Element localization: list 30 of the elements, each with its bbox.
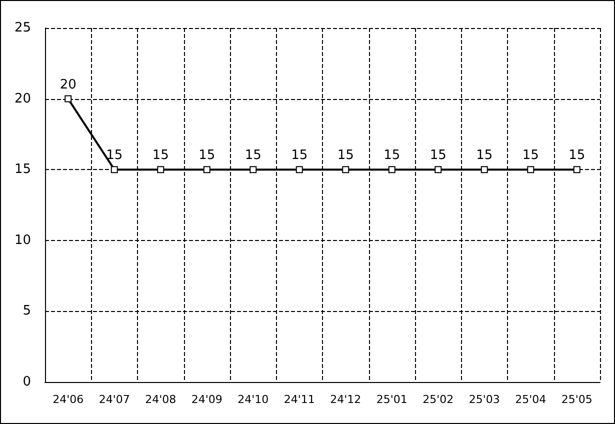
data-label: 15 — [568, 148, 586, 164]
y-tick-label: 20 — [14, 91, 31, 106]
x-tick-label: 24'08 — [145, 393, 176, 406]
data-label: 15 — [152, 148, 169, 164]
y-tick-label: 0 — [22, 374, 31, 390]
x-tick-label: 24'06 — [52, 393, 84, 406]
y-tick-label: 5 — [22, 304, 31, 319]
x-tick-label: 25'04 — [515, 393, 546, 406]
x-tick-label: 24'11 — [284, 393, 315, 406]
data-label: 15 — [430, 148, 446, 164]
x-tick-label: 25'02 — [422, 393, 454, 406]
x-tick-label: 24'12 — [330, 393, 362, 406]
x-tick-label: 24'07 — [98, 393, 130, 406]
data-label: 20 — [60, 77, 76, 92]
data-label: 15 — [476, 148, 493, 164]
data-label: 15 — [337, 148, 354, 164]
data-label: 15 — [198, 148, 216, 164]
data-label: 15 — [291, 148, 308, 164]
data-label: 15 — [522, 148, 539, 164]
y-tick-label: 25 — [14, 20, 31, 36]
data-label: 15 — [384, 148, 400, 164]
y-tick-label: 10 — [14, 232, 31, 248]
x-tick-label: 25'05 — [561, 393, 592, 406]
x-tick-label: 24'10 — [238, 393, 269, 406]
x-tick-label: 25'01 — [376, 393, 408, 406]
data-label: 15 — [106, 148, 123, 164]
y-tick-label: 15 — [14, 162, 31, 178]
data-label: 15 — [244, 148, 262, 164]
x-tick-label: 25'03 — [468, 393, 500, 406]
x-tick-label: 24'09 — [191, 393, 222, 406]
